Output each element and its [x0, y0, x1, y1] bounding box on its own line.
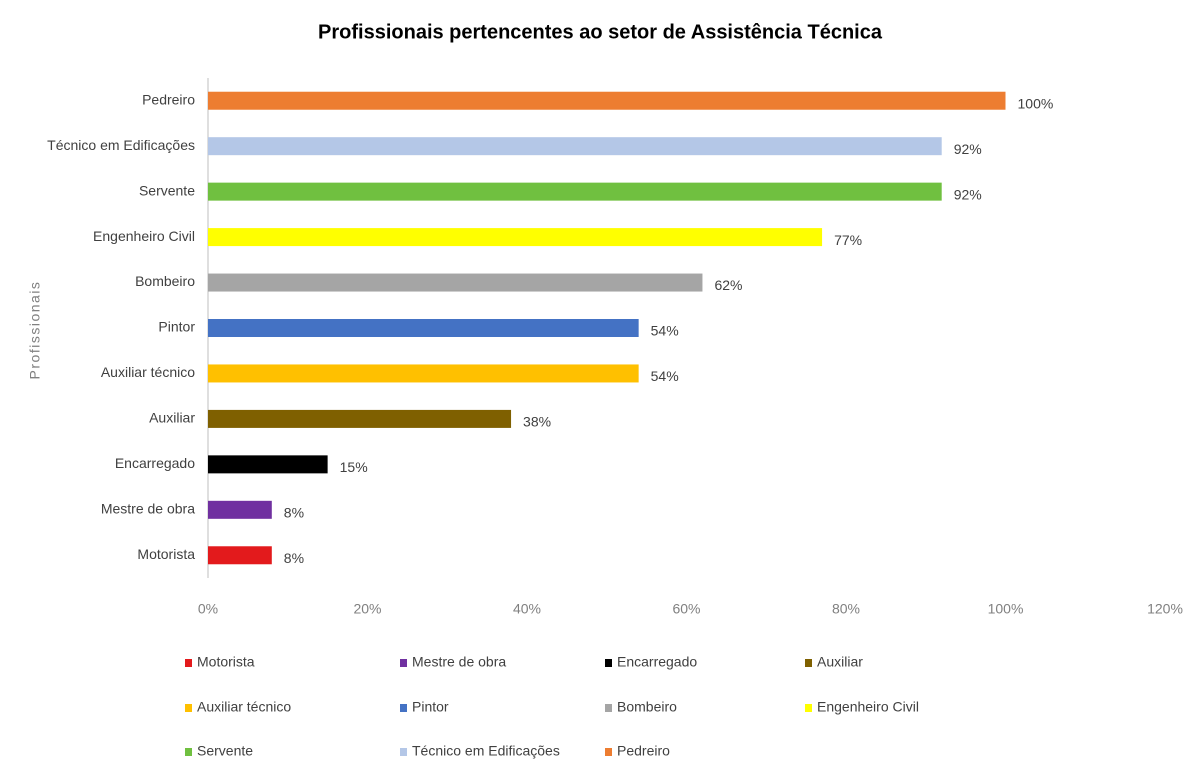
legend-label: Auxiliar técnico: [197, 699, 291, 715]
legend-swatch: [185, 748, 192, 756]
legend-label: Encarregado: [617, 654, 697, 670]
legend-label: Servente: [197, 743, 253, 759]
legend-swatch: [400, 704, 407, 712]
legend-swatch: [400, 659, 407, 667]
legend-label: Motorista: [197, 654, 255, 670]
bar: [208, 182, 942, 201]
legend-label: Técnico em Edificações: [412, 743, 560, 759]
y-tick-label: Pedreiro: [142, 91, 195, 107]
y-tick-label: Auxiliar técnico: [101, 364, 195, 380]
legend-label: Bombeiro: [617, 699, 677, 715]
y-tick-label: Pintor: [158, 319, 195, 335]
legend-label: Pintor: [412, 699, 449, 715]
bar: [208, 319, 639, 337]
bar: [208, 500, 272, 519]
bar: [208, 364, 639, 383]
legend-swatch: [605, 704, 612, 712]
y-tick-label: Engenheiro Civil: [93, 228, 195, 244]
value-label: 54%: [651, 323, 679, 339]
legend-swatch: [605, 748, 612, 756]
x-tick-label: 80%: [832, 601, 860, 617]
x-tick-label: 120%: [1147, 601, 1183, 617]
bar: [208, 228, 823, 247]
value-label: 38%: [523, 414, 551, 430]
value-label: 8%: [284, 550, 304, 566]
value-label: 100%: [1018, 95, 1054, 111]
legend-swatch: [805, 704, 812, 712]
y-tick-label: Auxiliar: [149, 410, 195, 426]
x-tick-label: 0%: [198, 601, 218, 617]
legend-label: Engenheiro Civil: [817, 699, 919, 715]
legend-swatch: [185, 704, 192, 712]
bar: [208, 273, 703, 292]
bar: [208, 546, 272, 565]
legend-label: Pedreiro: [617, 743, 670, 759]
y-tick-label: Técnico em Edificações: [47, 137, 195, 153]
value-label: 77%: [834, 232, 862, 248]
legend-swatch: [185, 659, 192, 667]
x-tick-label: 40%: [513, 601, 541, 617]
y-tick-label: Bombeiro: [135, 273, 195, 289]
legend-label: Auxiliar: [817, 654, 863, 670]
y-axis-label: Profissionais: [27, 281, 43, 380]
bar: [208, 91, 1006, 110]
bar: [208, 409, 512, 428]
legend-swatch: [605, 659, 612, 667]
value-label: 54%: [651, 368, 679, 384]
legend-swatch: [400, 748, 407, 756]
bar: [208, 137, 942, 156]
y-tick-label: Motorista: [137, 546, 195, 562]
y-tick-label: Mestre de obra: [101, 501, 195, 517]
x-tick-label: 60%: [672, 601, 700, 617]
y-tick-label: Servente: [139, 182, 195, 198]
value-label: 92%: [954, 186, 982, 202]
value-label: 62%: [714, 277, 742, 293]
y-tick-label: Encarregado: [115, 455, 195, 471]
value-label: 92%: [954, 141, 982, 157]
chart-title: Profissionais pertencentes ao setor de A…: [318, 21, 883, 43]
value-label: 8%: [284, 505, 304, 521]
legend-label: Mestre de obra: [412, 654, 506, 670]
value-label: 15%: [340, 459, 368, 475]
x-tick-label: 100%: [988, 601, 1024, 617]
legend-swatch: [805, 659, 812, 667]
x-tick-label: 20%: [353, 601, 381, 617]
bar: [208, 455, 328, 474]
